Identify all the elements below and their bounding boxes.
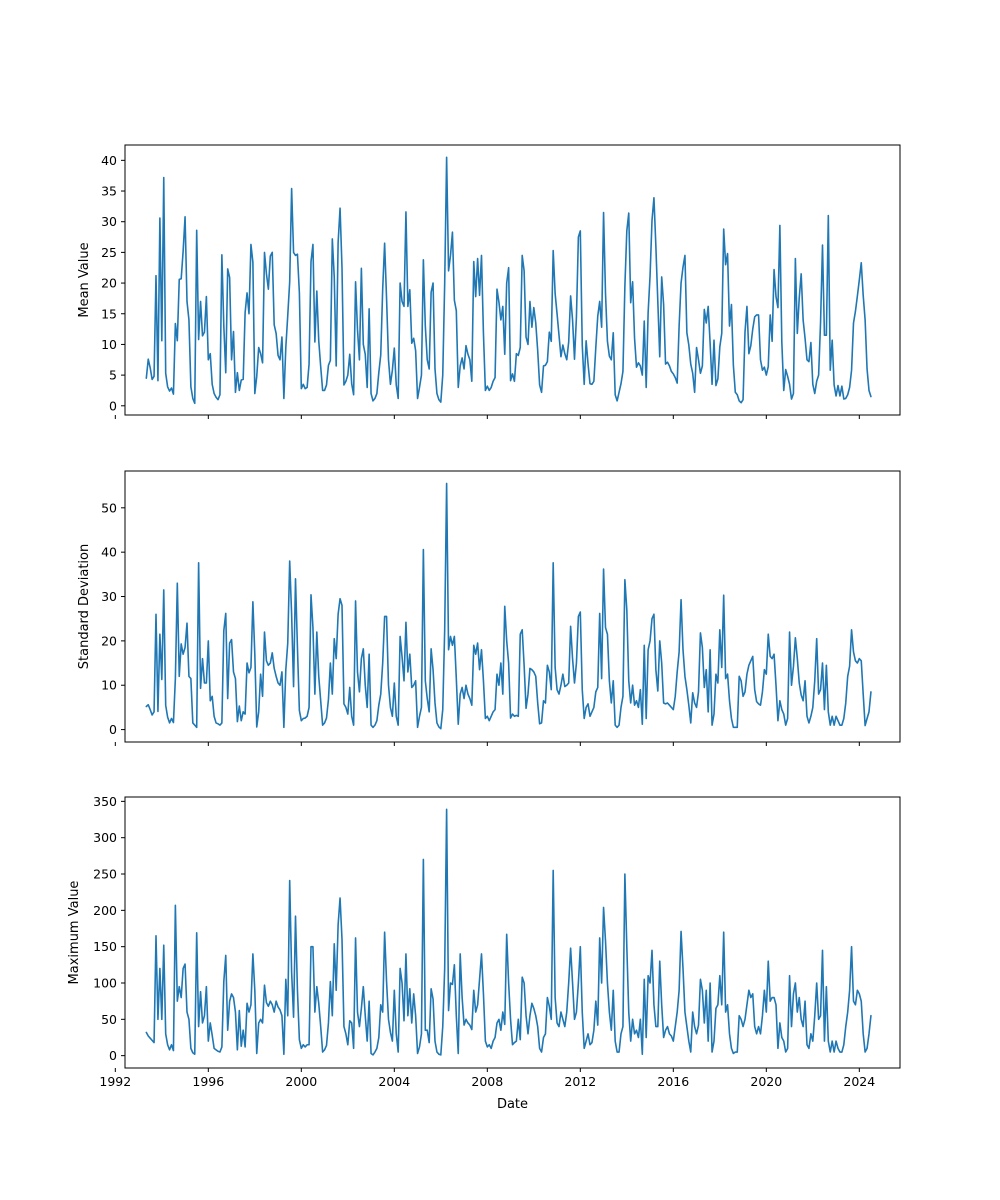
y-tick-label: 40	[101, 545, 117, 560]
series-line-1	[145, 156, 872, 405]
y-tick-label: 30	[101, 589, 117, 604]
x-tick-label: 2012	[564, 1074, 596, 1089]
y-tick-label: 40	[101, 153, 117, 168]
y-tick-label: 50	[101, 1012, 117, 1027]
y-tick-label: 50	[101, 500, 117, 515]
y-tick-label: 0	[109, 1048, 117, 1063]
y-tick-label: 30	[101, 214, 117, 229]
y-tick-label: 20	[101, 276, 117, 291]
y-tick-label: 250	[93, 867, 117, 882]
subplot-3: 0 50 100 150 200 250 300 350 Maximum Value 1992 19…	[67, 794, 901, 1089]
x-tick-label: 2000	[285, 1074, 317, 1089]
plot-area: 0 5 10 15 20 25 30 35 40 Mean Value 0 10 20 30 40 50 Sta…	[67, 144, 901, 1112]
y-tick-label: 150	[93, 939, 117, 954]
y-axis-label: Maximum Value	[67, 881, 82, 985]
y-tick-label: 20	[101, 633, 117, 648]
y-axis-label: Standard Deviation	[77, 544, 92, 669]
x-tick-label: 1992	[99, 1074, 131, 1089]
axes-frame-2	[124, 470, 901, 743]
y-tick-label: 10	[101, 678, 117, 693]
axes-frame-1	[124, 144, 901, 416]
subplot-2: 0 10 20 30 40 50 Standard Deviation	[77, 470, 901, 746]
x-tick-label: 1996	[192, 1074, 224, 1089]
y-tick-label: 35	[101, 184, 117, 199]
y-tick-label: 15	[101, 306, 117, 321]
series-line-3	[145, 808, 872, 1056]
x-tick-label: 2024	[843, 1074, 875, 1089]
x-tick-label: 2020	[750, 1074, 782, 1089]
y-tick-label: 0	[109, 398, 117, 413]
x-tick-label: 2016	[657, 1074, 689, 1089]
y-tick-label: 350	[93, 794, 117, 809]
x-tick-label: 2004	[378, 1074, 410, 1089]
y-axis-label: Mean Value	[77, 242, 92, 317]
y-tick-label: 10	[101, 337, 117, 352]
x-axis-label: Date	[497, 1097, 528, 1112]
x-tick-label: 2008	[471, 1074, 503, 1089]
series-line-2	[145, 482, 872, 730]
y-tick-label: 100	[93, 975, 117, 990]
y-tick-label: 300	[93, 830, 117, 845]
y-tick-label: 25	[101, 245, 117, 260]
y-tick-label: 200	[93, 903, 117, 918]
y-tick-label: 5	[109, 368, 117, 383]
y-tick-label: 0	[109, 722, 117, 737]
subplot-1: 0 5 10 15 20 25 30 35 40 Mean Value	[77, 144, 901, 419]
axes-frame-3	[124, 796, 901, 1069]
